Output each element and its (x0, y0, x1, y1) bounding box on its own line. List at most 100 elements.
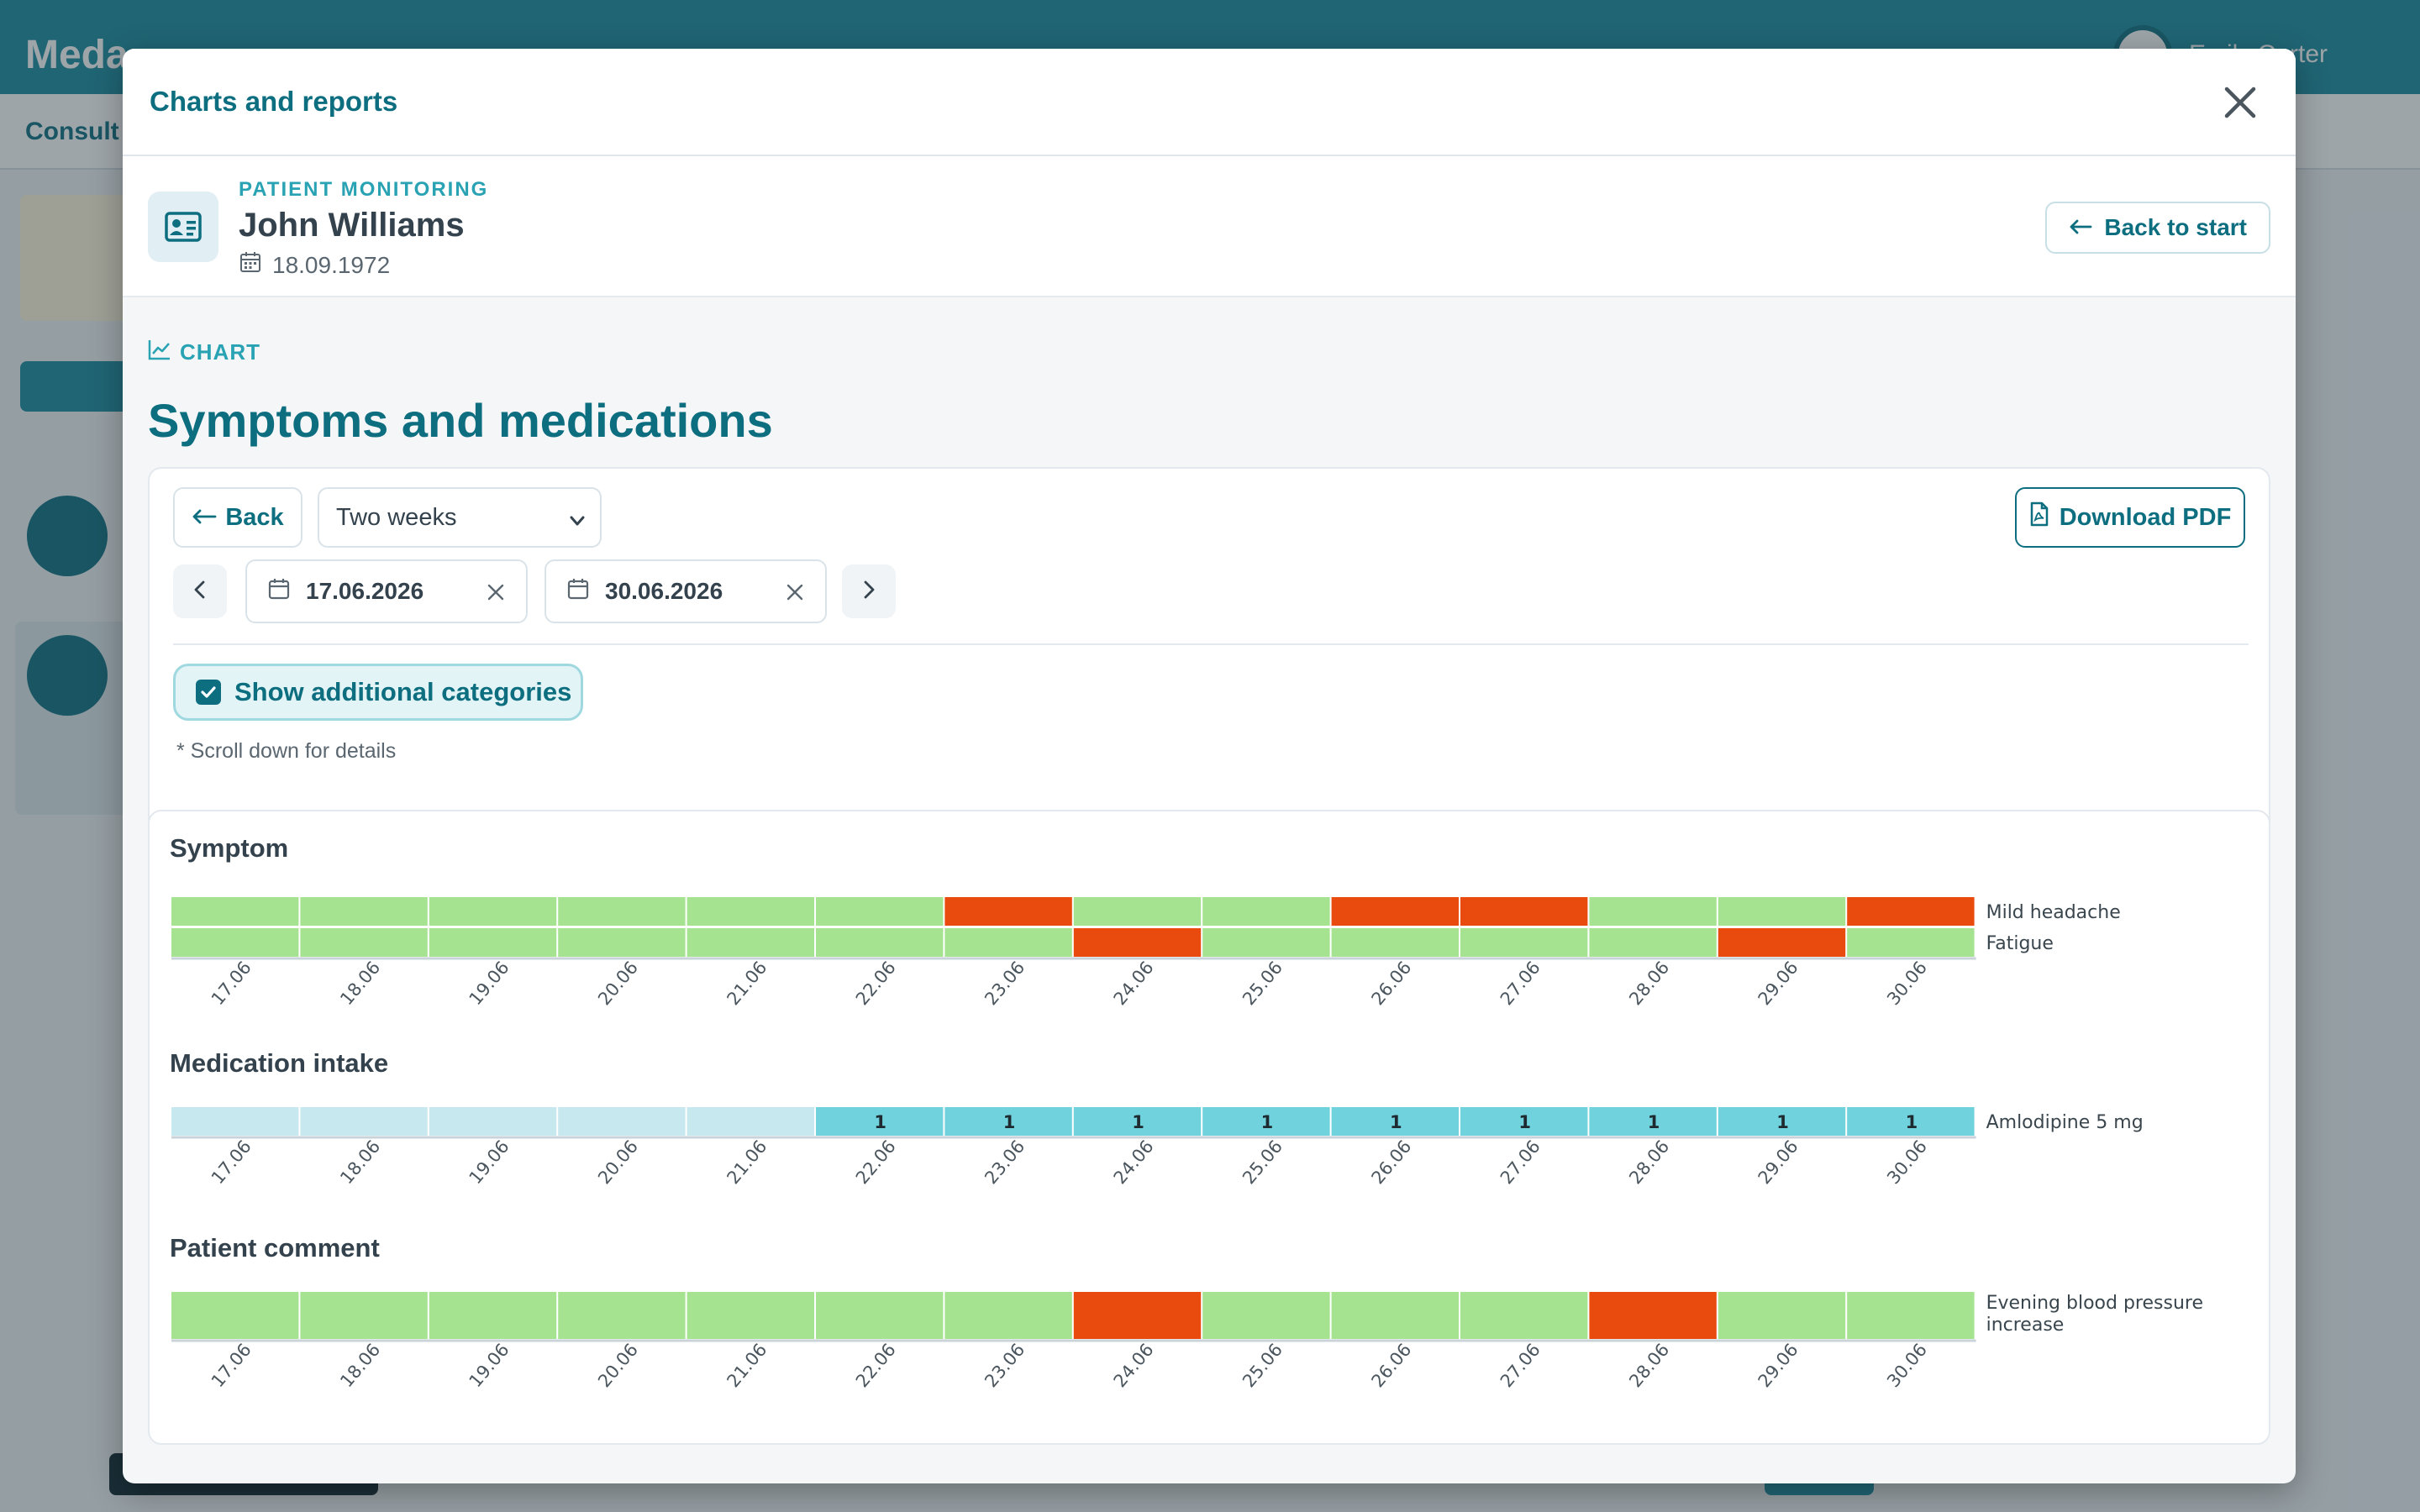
close-icon[interactable] (2218, 81, 2262, 124)
tick-label: 21.06 (723, 1340, 771, 1391)
tick-label: 24.06 (1110, 958, 1158, 1009)
app-brand: Meda (25, 33, 129, 77)
date-from-field[interactable]: 17.06.2026 (245, 559, 528, 623)
heatmap-cell (816, 928, 944, 957)
scroll-hint: * Scroll down for details (176, 739, 397, 763)
tick-label: 26.06 (1367, 958, 1415, 1009)
chevron-down-icon (568, 509, 587, 537)
tick-label: 17.06 (208, 1137, 255, 1188)
tick-label: 25.06 (1239, 1137, 1286, 1188)
show-additional-label: Show additional categories (234, 677, 572, 706)
patient-name: John Williams (239, 207, 465, 244)
heatmap-cell (1460, 1292, 1588, 1339)
charts-modal: Charts and reports PATIENT MONITORING Jo… (123, 49, 2296, 1483)
next-period-button[interactable] (842, 564, 896, 618)
cell-value-label: 1 (1390, 1112, 1402, 1132)
heatmap-cell (1073, 1292, 1202, 1339)
calendar-icon (267, 577, 291, 606)
show-additional-categories-toggle[interactable]: Show additional categories (173, 664, 583, 721)
tick-label: 19.06 (466, 958, 513, 1009)
checkbox[interactable] (196, 680, 221, 705)
period-select[interactable]: Two weeks (318, 487, 602, 548)
id-card-icon (148, 192, 218, 262)
back-to-start-label: Back to start (2104, 214, 2247, 240)
heatmap-cell (1718, 928, 1846, 957)
heatmap-cell (1073, 928, 1202, 957)
cell-value-label: 1 (1261, 1112, 1274, 1132)
tick-label: 28.06 (1625, 1340, 1673, 1391)
heatmap-cell (429, 928, 557, 957)
heatmap-cell (687, 1107, 814, 1136)
heatmap-cell (1589, 1292, 1717, 1339)
tick-label: 27.06 (1497, 1340, 1544, 1391)
section-kicker-label: CHART (180, 339, 260, 365)
tick-label: 20.06 (594, 958, 642, 1009)
heatmap-cell (1331, 928, 1459, 957)
heatmap-cell (300, 1107, 428, 1136)
back-to-start-button[interactable]: Back to start (2045, 202, 2270, 254)
tick-label: 18.06 (336, 1137, 384, 1188)
tick-label: 28.06 (1625, 1137, 1673, 1188)
heatmap-cell (171, 928, 299, 957)
tick-label: 30.06 (1883, 1340, 1931, 1391)
chart-canvas: Mild headache Fatigue 17.06 18.06 19.06 20.06… (171, 897, 2203, 1391)
previous-period-button[interactable] (173, 564, 227, 618)
heatmap-cell (429, 1292, 557, 1339)
app-tab[interactable]: Consult (25, 118, 119, 145)
modal-title: Charts and reports (150, 86, 398, 117)
date-to-field[interactable]: 30.06.2026 (544, 559, 827, 623)
download-pdf-label: Download PDF (2059, 503, 2232, 531)
heatmap-cell (1718, 1292, 1846, 1339)
pdf-file-icon (2029, 501, 2049, 533)
series-label: Fatigue (1986, 933, 2054, 954)
heatmap-cell (300, 1292, 428, 1339)
heatmap-cell (944, 1292, 1072, 1339)
tick-label: 17.06 (208, 1340, 255, 1391)
heatmap-cell (687, 928, 814, 957)
patient-kicker: PATIENT MONITORING (239, 178, 489, 201)
heatmap-cell (300, 897, 428, 926)
tick-label: 19.06 (466, 1137, 513, 1188)
heatmap-cell (816, 1107, 944, 1136)
heatmap-cell (687, 1292, 814, 1339)
series-label: Amlodipine 5 mg (1986, 1112, 2144, 1133)
heatmap-cell (300, 928, 428, 957)
heatmap-cell (558, 1292, 686, 1339)
patient-dob: 18.09.1972 (239, 250, 390, 280)
heatmap-cell (1847, 897, 1975, 926)
heatmap-cell (1718, 1107, 1846, 1136)
tick-label: 17.06 (208, 958, 255, 1009)
tick-label: 27.06 (1497, 1137, 1544, 1188)
heatmap-cell (1331, 1292, 1459, 1339)
arrow-left-icon (2069, 214, 2092, 241)
heatmap-cell (944, 897, 1072, 926)
tick-label: 29.06 (1754, 958, 1802, 1009)
tick-label: 25.06 (1239, 958, 1286, 1009)
heatmap-cell (1847, 1292, 1975, 1339)
heatmap-cell (1073, 1107, 1202, 1136)
chevron-left-icon (192, 580, 208, 604)
tick-label: 23.06 (981, 1137, 1028, 1188)
tick-label: 25.06 (1239, 1340, 1286, 1391)
heatmap-cell (1331, 1107, 1459, 1136)
heatmap-cell (558, 1107, 686, 1136)
avatar[interactable] (27, 635, 108, 716)
date-from-value: 17.06.2026 (306, 578, 424, 604)
download-pdf-button[interactable]: Download PDF (2015, 487, 2245, 548)
heatmap-cell (816, 897, 944, 926)
tick-label: 27.06 (1497, 958, 1544, 1009)
tick-label: 23.06 (981, 958, 1028, 1009)
clear-icon[interactable] (785, 581, 805, 608)
tick-label: 28.06 (1625, 958, 1673, 1009)
avatar[interactable] (27, 496, 108, 576)
clear-icon[interactable] (486, 581, 506, 608)
heatmap-cell (1847, 1107, 1975, 1136)
tick-label: 19.06 (466, 1340, 513, 1391)
heatmap-cell (1460, 897, 1588, 926)
heatmap-cell (558, 928, 686, 957)
tick-label: 26.06 (1367, 1340, 1415, 1391)
date-to-value: 30.06.2026 (605, 578, 723, 604)
back-button[interactable]: Back (173, 487, 302, 548)
chart-title-comment: Patient comment (170, 1233, 380, 1263)
heatmap-cell (1202, 928, 1330, 957)
